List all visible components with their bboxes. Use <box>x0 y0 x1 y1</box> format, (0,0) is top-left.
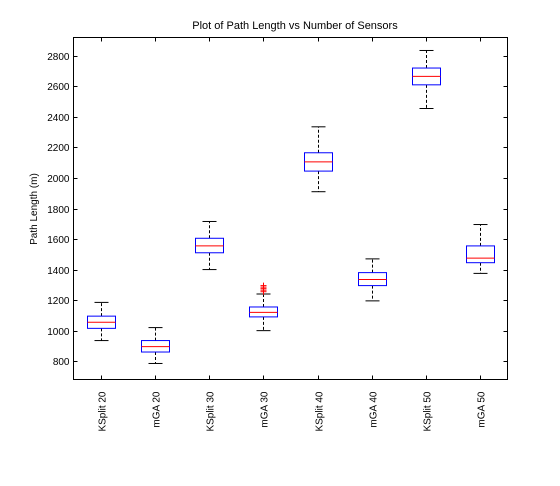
box-ksplit-40 <box>304 126 333 193</box>
x-tick-label: mGA 40 <box>369 391 380 428</box>
x-tick-label: KSplit 50 <box>423 391 434 431</box>
x-tick-label: mGA 20 <box>152 391 163 428</box>
y-tick-label: 1200 <box>47 296 70 307</box>
y-tick-label: 800 <box>53 357 70 368</box>
x-tick-label: KSplit 30 <box>206 391 217 431</box>
box-ksplit-50 <box>412 49 441 109</box>
x-tick-label: mGA 50 <box>477 391 488 428</box>
y-tick-label: 1800 <box>47 205 70 216</box>
plot-area-frame <box>73 37 508 380</box>
y-axis-ticks: 800 1000 1200 1400 1600 1800 2000 2200 2400 2600 2… <box>47 52 508 368</box>
y-tick-label: 1600 <box>47 235 70 246</box>
chart-title: Plot of Path Length vs Number of Sensors <box>192 20 398 32</box>
box-mga-40 <box>358 258 387 302</box>
y-tick-label: 2200 <box>47 143 70 154</box>
x-tick-label: KSplit 20 <box>98 391 109 431</box>
box-mga-20 <box>141 327 170 364</box>
y-tick-label: 1000 <box>47 327 70 338</box>
y-tick-label: 2600 <box>47 82 70 93</box>
x-tick-label: mGA 30 <box>260 391 271 428</box>
box-mga-50 <box>466 224 495 274</box>
x-tick-label: KSplit 40 <box>315 391 326 431</box>
y-tick-label: 2400 <box>47 113 70 124</box>
x-axis-ticks: KSplit 20 mGA 20 KSplit 30 mGA 30 KSplit 40 m… <box>98 37 488 432</box>
y-axis-label: Path Length (m) <box>29 173 40 245</box>
interquartile-box <box>466 245 495 264</box>
box-mga-30 <box>249 282 278 332</box>
y-tick-label: 2800 <box>47 52 70 63</box>
box-ksplit-30 <box>195 220 224 271</box>
box-ksplit-20 <box>87 301 116 342</box>
y-tick-label: 2000 <box>47 174 70 185</box>
box-series <box>87 49 495 364</box>
y-tick-label: 1400 <box>47 266 70 277</box>
